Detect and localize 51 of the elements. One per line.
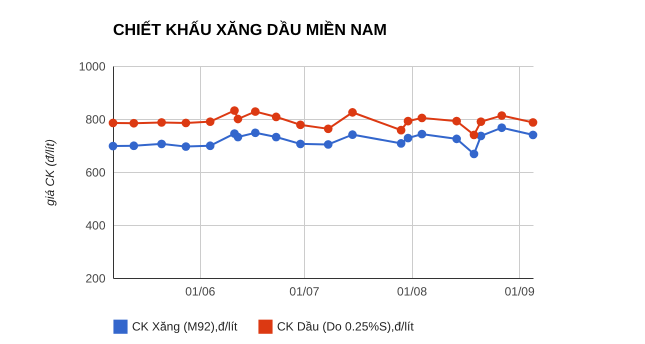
point xyxy=(348,108,357,117)
x-tick-label: 01/06 xyxy=(185,284,216,298)
legend-label: CK Dầu (Do 0.25%S),đ/lít xyxy=(277,320,414,334)
point xyxy=(234,132,242,142)
point xyxy=(296,140,305,148)
point xyxy=(404,116,412,126)
x-tick-label: 01/08 xyxy=(396,284,428,298)
x-tick-label: 01/07 xyxy=(289,284,320,298)
legend-label: CK Xăng (M92),đ/lít xyxy=(132,320,238,334)
point xyxy=(396,139,406,148)
point xyxy=(470,130,478,140)
y-tick-label: 1000 xyxy=(78,60,106,74)
point xyxy=(129,141,138,150)
point xyxy=(497,123,506,132)
point xyxy=(157,118,166,127)
y-tick-label: 400 xyxy=(85,218,106,232)
point xyxy=(396,126,406,134)
point xyxy=(528,130,538,140)
x-tick-label: 01/09 xyxy=(504,284,535,298)
point xyxy=(348,130,357,139)
point xyxy=(324,140,333,149)
point xyxy=(476,117,486,126)
point xyxy=(108,142,118,150)
point xyxy=(324,124,333,134)
point xyxy=(470,150,478,158)
point xyxy=(452,134,461,144)
point xyxy=(230,106,239,115)
y-tick-label: 600 xyxy=(85,166,106,180)
point xyxy=(157,140,166,148)
point xyxy=(206,117,215,126)
y-tick-label: 800 xyxy=(85,112,106,126)
point xyxy=(182,142,190,151)
point xyxy=(418,114,426,122)
point xyxy=(250,128,260,138)
point xyxy=(497,111,506,120)
point xyxy=(182,118,190,128)
chart-title: CHIẾT KHẤU XĂNG DẦU MIỀN NAM xyxy=(113,20,387,39)
point xyxy=(528,118,538,127)
y-tick-label: 200 xyxy=(85,272,106,286)
point xyxy=(250,107,260,116)
point xyxy=(452,116,461,126)
point xyxy=(129,118,138,128)
point xyxy=(272,132,280,142)
point xyxy=(272,112,280,122)
point xyxy=(404,134,412,142)
point xyxy=(108,118,118,128)
y-axis-title: giá CK (đ/lít) xyxy=(42,139,57,206)
point xyxy=(418,130,426,138)
point xyxy=(296,120,305,130)
point xyxy=(234,114,242,124)
point xyxy=(206,141,215,150)
